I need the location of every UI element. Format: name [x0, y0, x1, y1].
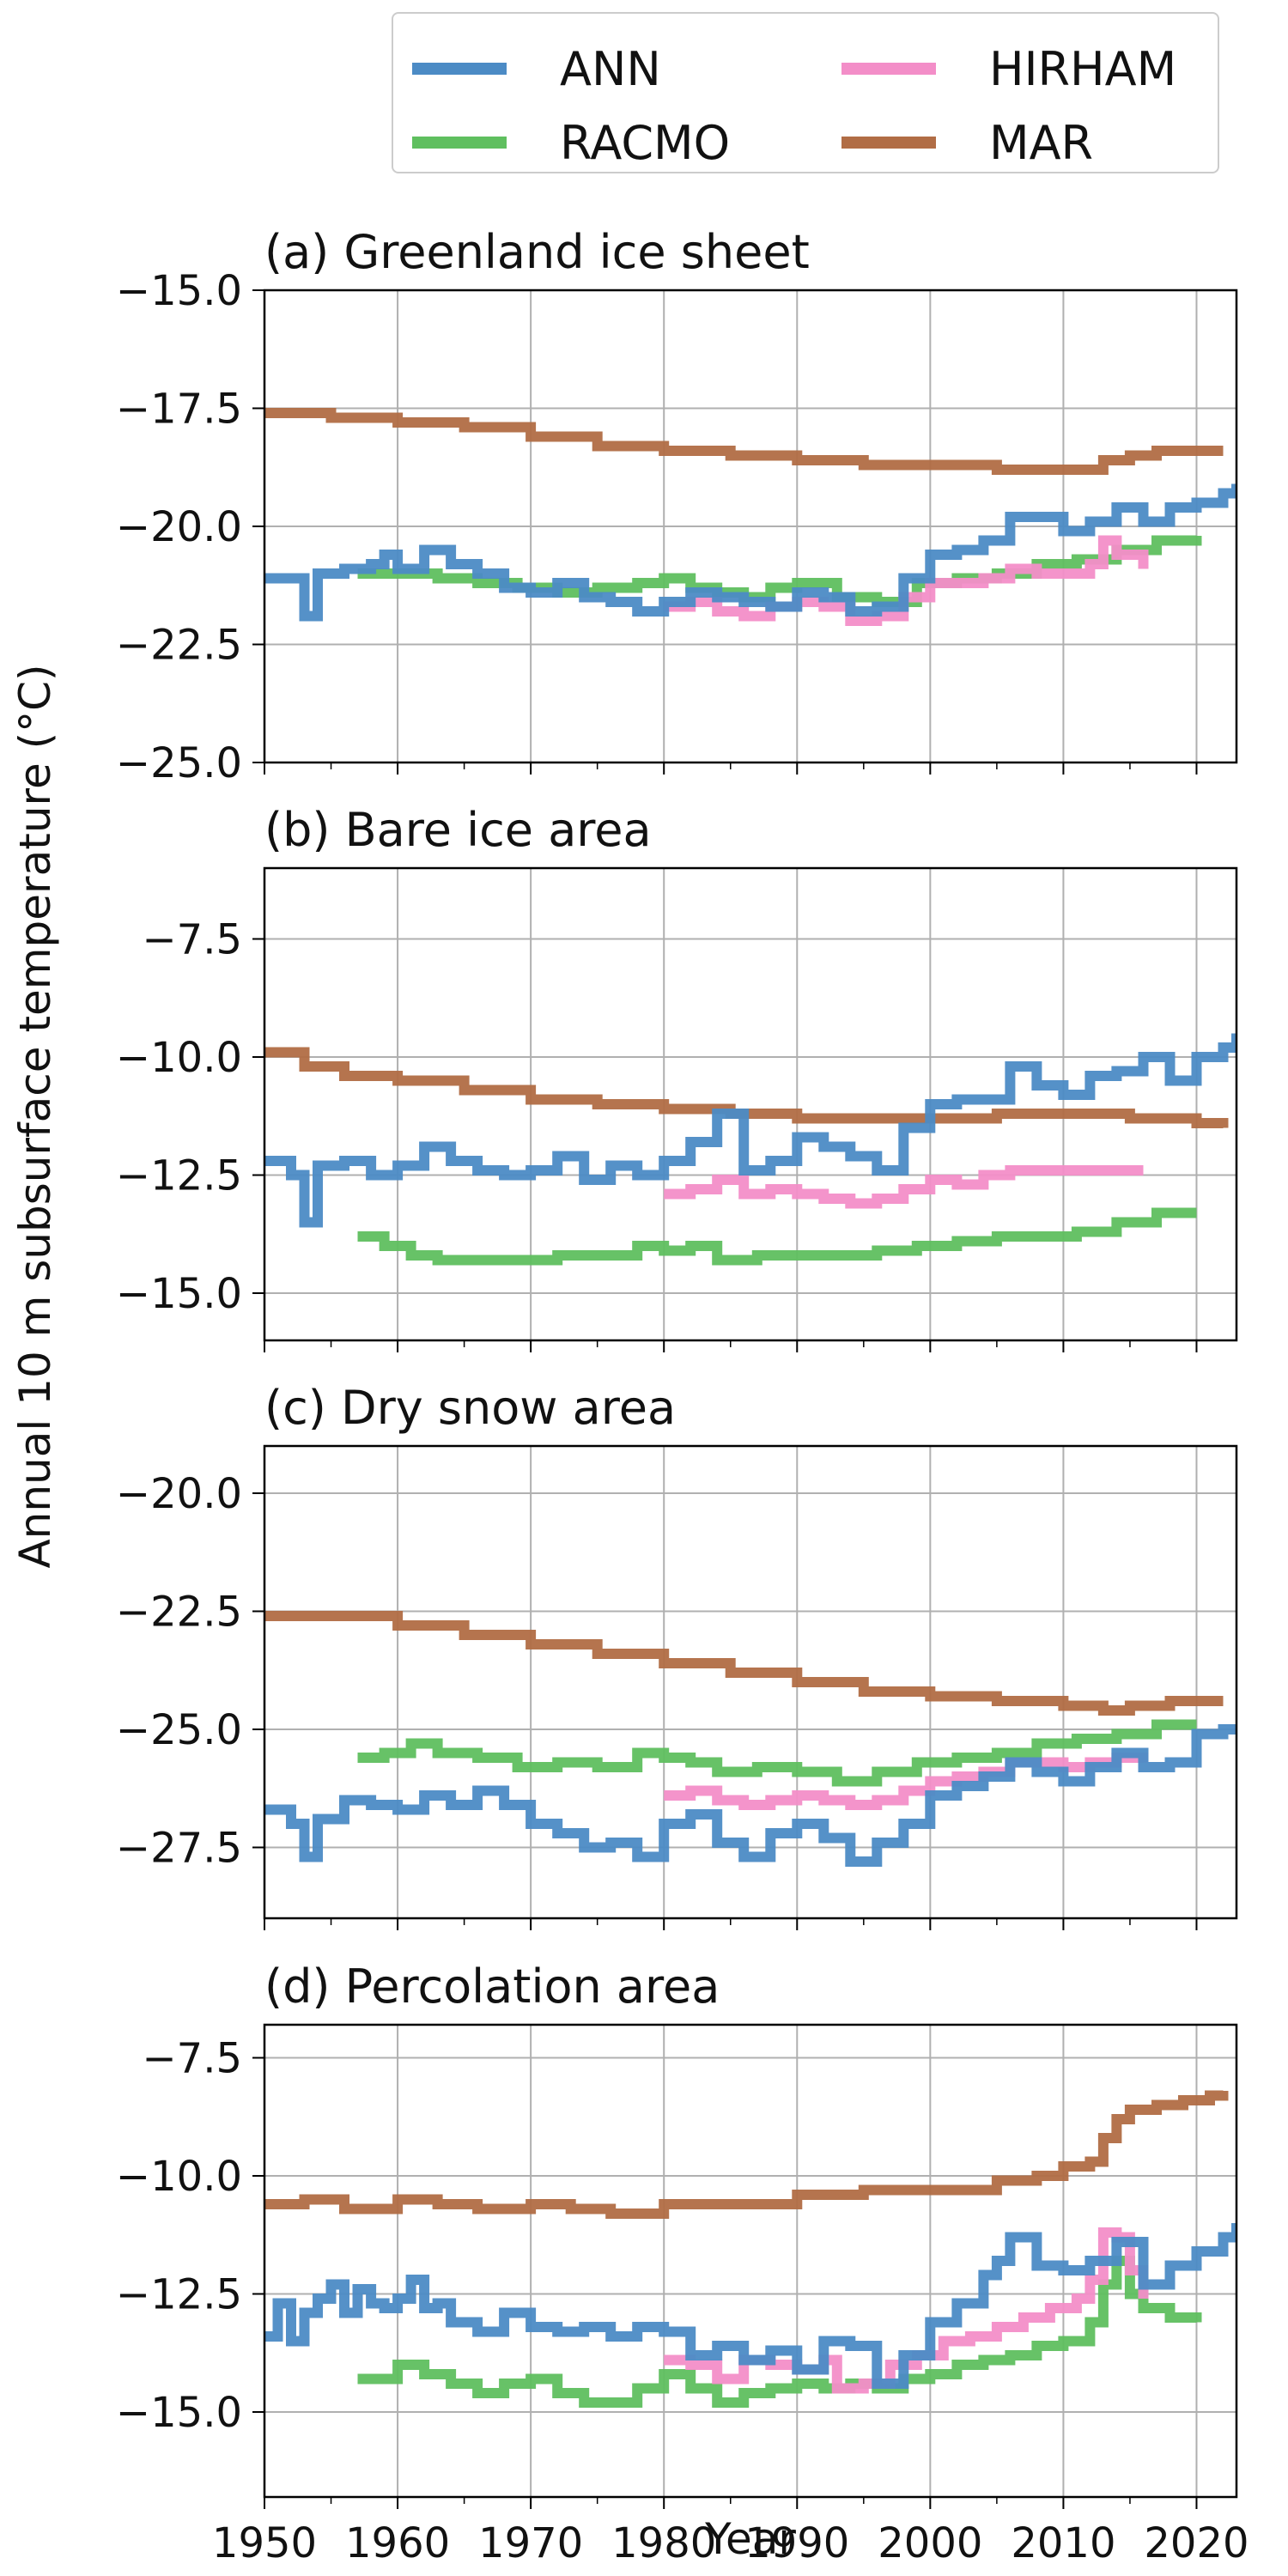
panel-title-0: (a) Greenland ice sheet: [264, 225, 810, 279]
panel-0: (a) Greenland ice sheet −25.0 −22.5 −20.0 −1…: [116, 225, 1238, 787]
panel-title-1: (b) Bare ice area: [264, 803, 652, 857]
y-axis-label: Annual 10 m subsurface temperature (°C): [10, 664, 60, 1568]
y-tick-label: −25.0: [116, 739, 242, 787]
panel-1: (b) Bare ice area −15.0 −12.5 −10.0 −7.5: [116, 803, 1238, 1352]
y-tick-label: −22.5: [116, 1589, 242, 1637]
legend-label-racmo: RACMO: [560, 115, 731, 170]
y-tick-label: −20.0: [116, 503, 242, 551]
x-tick-label: 1980: [611, 2519, 716, 2567]
panel-frame: [263, 2023, 1238, 2499]
series-ann-line: [264, 1724, 1236, 1867]
y-tick-label: −15.0: [116, 267, 242, 315]
legend-label-ann: ANN: [560, 41, 661, 96]
y-tick-label: −15.0: [116, 1270, 242, 1318]
y-tick-label: −22.5: [116, 622, 242, 670]
legend: ANN RACMO HIRHAM MAR: [392, 12, 1219, 173]
series-racmo-line: [357, 2256, 1202, 2408]
y-tick-label: −27.5: [116, 1825, 242, 1873]
x-tick-label: 1970: [478, 2519, 583, 2567]
legend-item-hirham: HIRHAM: [841, 41, 1177, 96]
y-tick-label: −25.0: [116, 1706, 242, 1754]
legend-swatch-ann: [412, 63, 507, 75]
legend-item-mar: MAR: [841, 115, 1094, 170]
legend-swatch-racmo: [412, 137, 507, 149]
series-mar-line: [264, 2090, 1229, 2219]
series-mar-line: [264, 408, 1224, 475]
legend-item-racmo: RACMO: [412, 115, 731, 170]
legend-swatch-hirham: [841, 63, 936, 75]
legend-item-ann: ANN: [412, 41, 661, 96]
y-tick-label: −7.5: [142, 2035, 242, 2083]
x-tick-label: 2010: [1011, 2519, 1115, 2567]
x-axis-label: Year: [704, 2514, 796, 2564]
panel-3: (d) Percolation area 1950 1960 1970 1980 1990…: [116, 1959, 1249, 2567]
y-tick-label: −12.5: [116, 1152, 242, 1200]
panel-frame: [263, 866, 1238, 1342]
legend-label-mar: MAR: [989, 115, 1094, 170]
y-tick-label: −17.5: [116, 386, 242, 434]
y-tick-label: −12.5: [116, 2271, 242, 2319]
x-tick-label: 2020: [1144, 2519, 1249, 2567]
panel-2: (c) Dry snow area −27.5 −25.0 −22.5 −20.0: [116, 1381, 1238, 1930]
legend-swatch-mar: [841, 137, 936, 149]
series-hirham-line: [664, 1165, 1144, 1209]
x-tick-label: 1950: [212, 2519, 317, 2567]
panel-title-3: (d) Percolation area: [264, 1959, 720, 2014]
y-tick-label: −7.5: [142, 916, 242, 964]
y-tick-label: −15.0: [116, 2389, 242, 2437]
y-tick-label: −10.0: [116, 2153, 242, 2201]
y-tick-label: −10.0: [116, 1034, 242, 1082]
panel-title-2: (c) Dry snow area: [264, 1381, 676, 1435]
x-tick-label: 1990: [744, 2519, 849, 2567]
panel-frame: [263, 1444, 1238, 1920]
series-ann-line: [264, 483, 1236, 622]
series-racmo-line: [357, 1719, 1197, 1787]
x-tick-label: 1960: [345, 2519, 450, 2567]
panel-frame: [263, 289, 1238, 764]
x-tick-label: 2000: [878, 2519, 982, 2567]
series-racmo-line: [357, 1207, 1197, 1266]
series-ann-line: [264, 2223, 1236, 2389]
y-tick-label: −20.0: [116, 1470, 242, 1518]
series-ann-line: [264, 1033, 1236, 1228]
legend-label-hirham: HIRHAM: [989, 41, 1177, 96]
series-mar-line: [264, 1611, 1224, 1716]
